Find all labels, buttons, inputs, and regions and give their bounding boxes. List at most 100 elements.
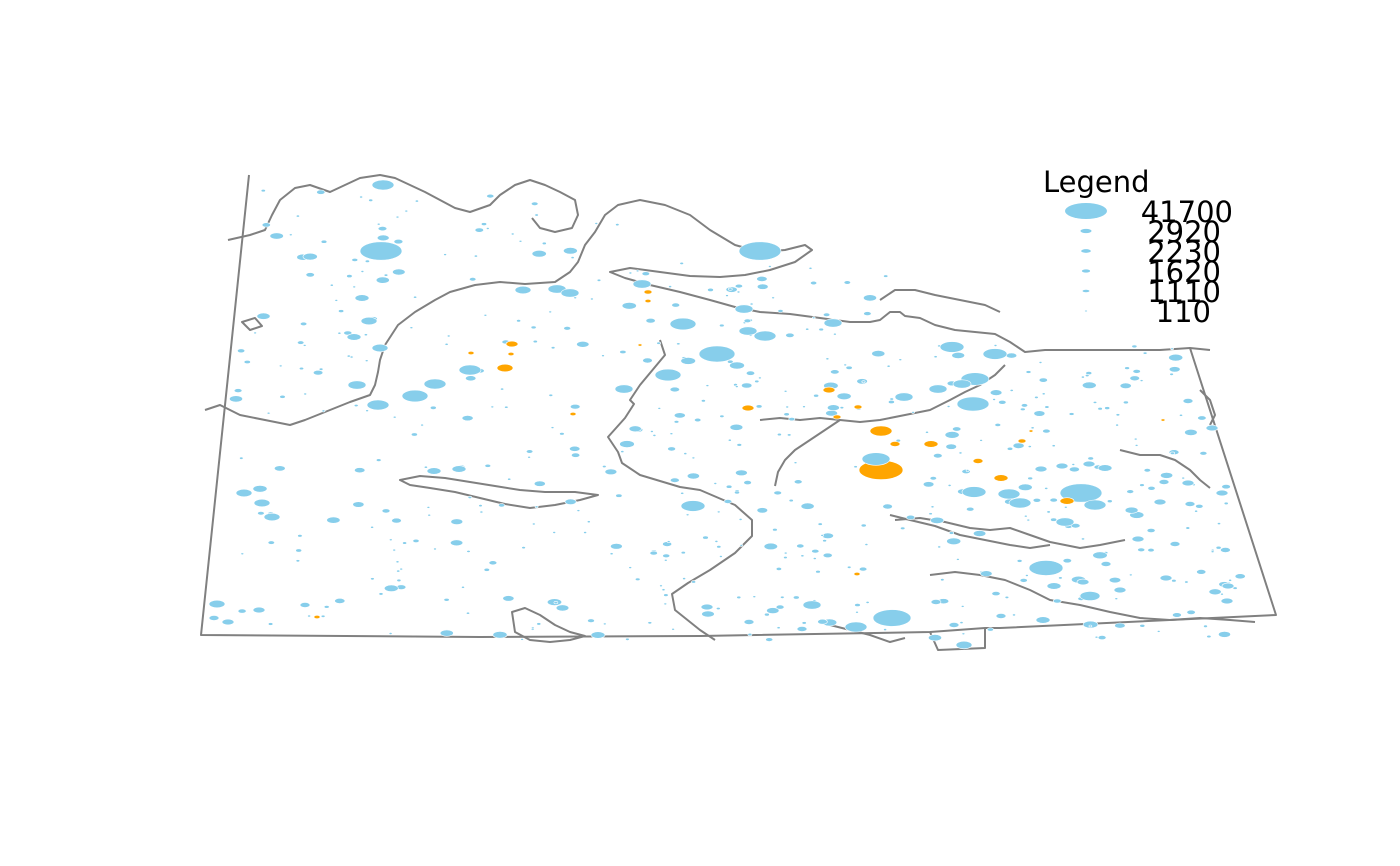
map-symbol — [961, 632, 966, 636]
map-symbol — [346, 274, 353, 279]
map-symbol — [1082, 620, 1099, 629]
map-symbol — [423, 378, 447, 390]
map-symbol — [649, 550, 658, 556]
map-symbol — [571, 452, 581, 458]
map-symbol — [982, 348, 1008, 360]
map-symbol — [865, 601, 870, 604]
map-symbol — [1097, 464, 1113, 472]
map-symbol — [520, 638, 524, 641]
map-symbol — [749, 302, 754, 306]
map-symbol — [414, 199, 419, 203]
map-symbol — [1082, 460, 1096, 468]
map-symbol-highlight — [1028, 429, 1034, 433]
map-symbol — [351, 257, 359, 262]
map-symbol — [426, 467, 442, 475]
legend-title: Legend — [1043, 165, 1150, 199]
map-symbol — [320, 614, 326, 618]
map-symbol — [1194, 509, 1199, 513]
map-symbol-highlight — [853, 571, 861, 576]
coastline-north-peninsula — [879, 289, 1001, 313]
map-symbol — [743, 619, 755, 625]
map-symbol — [1234, 573, 1246, 580]
map-symbol — [1139, 379, 1144, 382]
map-symbol — [1092, 400, 1098, 404]
map-symbol — [1220, 547, 1231, 553]
map-symbol — [745, 370, 755, 376]
map-symbol — [279, 394, 286, 399]
map-symbol — [844, 621, 868, 633]
map-symbol — [777, 309, 784, 313]
map-symbol — [370, 577, 375, 581]
map-symbol — [376, 234, 390, 242]
map-symbol — [352, 285, 357, 289]
map-symbol — [420, 423, 424, 427]
map-symbol — [541, 241, 547, 245]
map-symbol — [1032, 497, 1041, 503]
legend-symbol — [1065, 203, 1107, 219]
map-symbol — [1016, 559, 1023, 563]
map-symbol — [666, 540, 671, 543]
map-symbol — [668, 285, 673, 289]
map-symbol — [1100, 561, 1112, 567]
map-symbol — [266, 411, 271, 415]
map-symbol — [662, 553, 671, 558]
map-symbol — [843, 363, 848, 367]
map-symbol — [883, 274, 889, 278]
legend-symbol — [1080, 228, 1092, 234]
map-symbol — [1186, 609, 1196, 615]
map-symbol — [451, 465, 467, 473]
map-symbol — [1172, 612, 1182, 618]
map-symbol — [1081, 375, 1085, 379]
map-symbol — [756, 283, 769, 290]
map-symbol — [619, 440, 635, 448]
legend-label: 110 — [1156, 295, 1211, 329]
map-symbol — [854, 603, 861, 607]
map-symbol — [299, 602, 311, 608]
map-symbol — [741, 382, 753, 389]
map-symbol — [1131, 344, 1138, 349]
map-symbol — [443, 253, 447, 256]
map-symbol — [261, 222, 271, 228]
map-symbol — [747, 632, 753, 637]
map-symbol — [1055, 462, 1069, 470]
map-symbol — [1008, 497, 1032, 509]
map-symbol — [619, 349, 627, 354]
map-symbol — [510, 232, 515, 236]
map-symbol-highlight — [644, 298, 652, 303]
map-symbol — [1038, 361, 1043, 364]
map-symbol — [662, 541, 672, 547]
map-symbol — [1220, 592, 1224, 596]
map-symbol — [894, 392, 914, 402]
map-symbol — [273, 465, 286, 472]
map-symbol — [680, 357, 696, 365]
map-symbol — [673, 420, 680, 424]
map-symbol — [531, 250, 547, 258]
map-symbol — [886, 364, 891, 368]
map-symbol — [635, 269, 640, 273]
map-symbol — [1170, 451, 1176, 455]
map-symbol — [1221, 582, 1235, 590]
coastline-east-islands — [1119, 449, 1211, 489]
map-symbol — [439, 629, 454, 637]
map-symbol-highlight — [643, 289, 653, 295]
map-symbol — [490, 405, 495, 409]
map-symbol — [297, 534, 303, 538]
map-symbol — [267, 540, 275, 545]
map-symbol — [576, 340, 590, 348]
map-symbol — [446, 334, 451, 338]
map-symbol — [1034, 395, 1039, 399]
legend-label: 2230 — [1147, 235, 1221, 269]
map-symbol — [413, 295, 418, 299]
map-symbol — [822, 539, 827, 543]
map-symbol — [427, 513, 432, 517]
map-symbol — [1223, 501, 1229, 506]
map-symbol — [734, 385, 739, 388]
map-symbol — [822, 312, 831, 317]
map-symbol — [1046, 510, 1051, 514]
map-symbol — [615, 493, 623, 498]
map-symbol-highlight — [972, 458, 984, 464]
map-symbol — [263, 512, 281, 522]
map-symbol — [682, 577, 687, 581]
map-symbol — [1124, 506, 1139, 514]
map-symbol — [354, 467, 366, 474]
